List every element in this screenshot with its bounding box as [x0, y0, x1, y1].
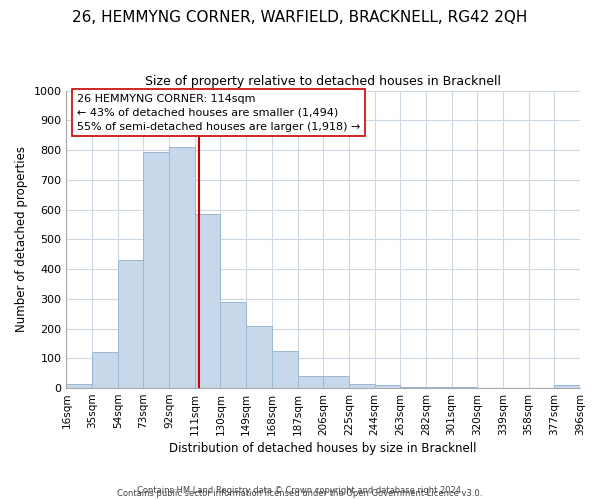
Y-axis label: Number of detached properties: Number of detached properties: [15, 146, 28, 332]
Bar: [169, 147, 195, 388]
Text: Contains HM Land Registry data © Crown copyright and database right 2024.: Contains HM Land Registry data © Crown c…: [137, 486, 463, 495]
Bar: [118, 260, 143, 388]
X-axis label: Distribution of detached houses by size in Bracknell: Distribution of detached houses by size …: [169, 442, 477, 455]
Bar: [67, 384, 92, 388]
Bar: [246, 326, 272, 388]
Bar: [374, 385, 400, 388]
Bar: [143, 152, 169, 388]
Bar: [400, 386, 426, 388]
Bar: [220, 302, 246, 388]
Bar: [426, 387, 452, 388]
Bar: [554, 385, 580, 388]
Bar: [349, 384, 374, 388]
Text: Contains public sector information licensed under the Open Government Licence v3: Contains public sector information licen…: [118, 488, 482, 498]
Bar: [272, 351, 298, 388]
Text: 26, HEMMYNG CORNER, WARFIELD, BRACKNELL, RG42 2QH: 26, HEMMYNG CORNER, WARFIELD, BRACKNELL,…: [73, 10, 527, 25]
Text: 26 HEMMYNG CORNER: 114sqm
← 43% of detached houses are smaller (1,494)
55% of se: 26 HEMMYNG CORNER: 114sqm ← 43% of detac…: [77, 94, 360, 132]
Bar: [92, 352, 118, 388]
Title: Size of property relative to detached houses in Bracknell: Size of property relative to detached ho…: [145, 75, 501, 88]
Bar: [195, 214, 220, 388]
Bar: [323, 376, 349, 388]
Bar: [298, 376, 323, 388]
